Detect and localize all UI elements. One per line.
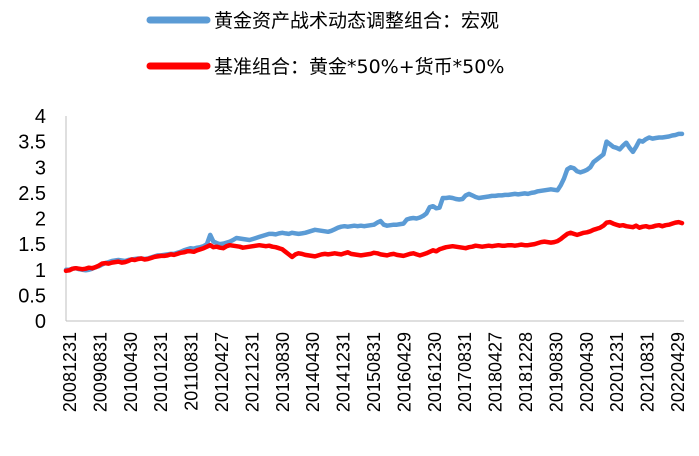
x-tick-label: 20161230 — [425, 332, 445, 412]
x-tick-label: 20140430 — [303, 332, 323, 412]
series-line-macro — [63, 131, 685, 273]
legend: 黄金资产战术动态调整组合：宏观 基准组合：黄金*50%+货币*50% — [146, 10, 504, 78]
series-lines — [63, 131, 685, 274]
y-tick-label: 4 — [35, 106, 46, 128]
y-tick-label: 0 — [35, 311, 46, 333]
x-tick-label: 20120427 — [212, 332, 232, 412]
y-tick-label: 3.5 — [18, 132, 46, 154]
x-tick-label: 20200430 — [577, 332, 597, 412]
legend-label-macro: 黄金资产战术动态调整组合：宏观 — [214, 10, 499, 32]
x-tick-label: 20090831 — [90, 332, 110, 412]
x-tick-label: 20100430 — [121, 332, 141, 412]
y-tick-label: 3 — [35, 157, 46, 179]
x-tick-label: 20220429 — [668, 332, 688, 412]
y-tick-label: 2.5 — [18, 183, 46, 205]
x-tick-label: 20130830 — [273, 332, 293, 412]
x-tick-labels: 20081231 20090831 20100430 20101231 20110831… — [60, 332, 688, 412]
x-tick-label: 20121231 — [242, 332, 262, 412]
y-tick-label: 0.5 — [18, 285, 46, 307]
x-tick-label: 20110831 — [182, 332, 202, 411]
y-tick-labels: 0 0.5 1 1.5 2 2.5 3 3.5 4 — [18, 106, 46, 333]
legend-label-benchmark: 基准组合：黄金*50%+货币*50% — [214, 56, 504, 78]
x-tick-label: 20081231 — [60, 332, 80, 412]
x-tick-label: 20141231 — [334, 332, 354, 412]
series-line-benchmark — [63, 219, 685, 274]
x-tick-label: 20181228 — [516, 332, 536, 412]
x-tick-label: 20190830 — [546, 332, 566, 412]
y-tick-label: 1 — [35, 260, 46, 282]
x-tick-label: 20210831 — [638, 332, 658, 412]
y-tick-label: 2 — [35, 209, 46, 231]
x-tick-label: 20170831 — [455, 332, 475, 412]
x-tick-label: 20201231 — [607, 332, 627, 412]
x-tick-label: 20150831 — [364, 332, 384, 412]
x-tick-label: 20160429 — [394, 332, 414, 412]
y-tick-label: 1.5 — [18, 234, 46, 256]
x-tick-label: 20101231 — [151, 332, 171, 412]
x-tick-label: 20180427 — [486, 332, 506, 412]
